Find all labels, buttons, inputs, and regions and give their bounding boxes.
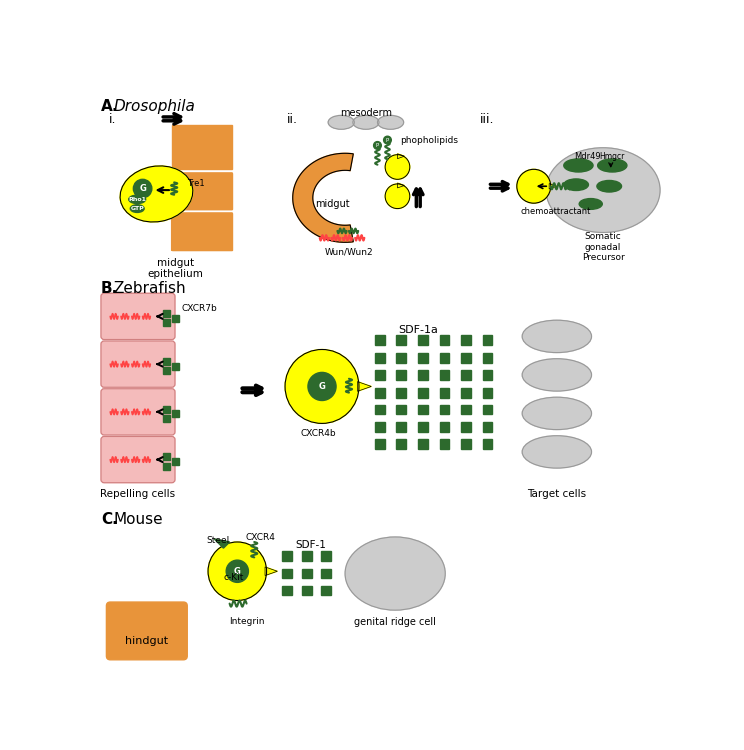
FancyBboxPatch shape bbox=[163, 454, 170, 460]
Text: SDF-1a: SDF-1a bbox=[398, 325, 438, 334]
Text: A.: A. bbox=[101, 99, 118, 114]
Polygon shape bbox=[292, 153, 353, 242]
FancyBboxPatch shape bbox=[172, 213, 232, 250]
FancyBboxPatch shape bbox=[163, 406, 170, 412]
FancyBboxPatch shape bbox=[172, 173, 232, 209]
Text: G: G bbox=[318, 382, 325, 391]
Ellipse shape bbox=[597, 181, 621, 192]
Circle shape bbox=[517, 170, 551, 203]
Polygon shape bbox=[357, 382, 371, 392]
Circle shape bbox=[208, 542, 266, 601]
Ellipse shape bbox=[328, 116, 354, 129]
Ellipse shape bbox=[345, 537, 445, 610]
FancyBboxPatch shape bbox=[163, 368, 170, 374]
Circle shape bbox=[226, 560, 248, 582]
Text: CXCR7b: CXCR7b bbox=[181, 304, 217, 313]
Text: Mouse: Mouse bbox=[113, 512, 163, 527]
Text: Rho1: Rho1 bbox=[128, 196, 147, 202]
Text: SDF-1: SDF-1 bbox=[295, 541, 326, 550]
FancyBboxPatch shape bbox=[172, 124, 232, 170]
Polygon shape bbox=[549, 184, 557, 189]
Circle shape bbox=[385, 154, 410, 179]
Polygon shape bbox=[214, 539, 230, 548]
Text: c-Kit: c-Kit bbox=[223, 573, 243, 582]
Circle shape bbox=[373, 142, 382, 149]
Ellipse shape bbox=[120, 166, 193, 222]
Polygon shape bbox=[397, 183, 405, 188]
Ellipse shape bbox=[522, 398, 591, 430]
FancyBboxPatch shape bbox=[163, 358, 170, 365]
Text: mesoderm: mesoderm bbox=[340, 109, 392, 118]
Ellipse shape bbox=[130, 205, 144, 212]
Text: GTP: GTP bbox=[130, 206, 144, 211]
Circle shape bbox=[308, 373, 336, 400]
Text: hindgut: hindgut bbox=[125, 635, 168, 646]
FancyBboxPatch shape bbox=[163, 463, 170, 470]
FancyBboxPatch shape bbox=[101, 341, 175, 387]
Text: CXCR4b: CXCR4b bbox=[301, 429, 336, 438]
Text: i.: i. bbox=[109, 113, 116, 126]
Text: Mdr49: Mdr49 bbox=[574, 152, 601, 160]
Ellipse shape bbox=[546, 148, 660, 232]
FancyBboxPatch shape bbox=[101, 436, 175, 483]
Text: chemoattractant: chemoattractant bbox=[520, 207, 591, 216]
Text: C.: C. bbox=[101, 512, 118, 527]
Text: CXCR4: CXCR4 bbox=[246, 532, 275, 542]
Text: Steel: Steel bbox=[206, 536, 230, 544]
Ellipse shape bbox=[564, 159, 593, 172]
Ellipse shape bbox=[129, 195, 146, 203]
FancyBboxPatch shape bbox=[172, 410, 179, 417]
Text: G: G bbox=[234, 567, 241, 576]
Ellipse shape bbox=[522, 436, 591, 468]
Text: ii.: ii. bbox=[287, 113, 298, 126]
Text: B.: B. bbox=[101, 281, 118, 296]
Text: Repelling cells: Repelling cells bbox=[100, 489, 175, 499]
Circle shape bbox=[133, 179, 152, 198]
FancyBboxPatch shape bbox=[172, 315, 179, 322]
Text: Integrin: Integrin bbox=[229, 617, 264, 626]
Ellipse shape bbox=[597, 159, 627, 172]
FancyBboxPatch shape bbox=[172, 213, 232, 250]
Circle shape bbox=[285, 350, 359, 424]
Ellipse shape bbox=[522, 358, 591, 391]
Ellipse shape bbox=[579, 199, 603, 209]
FancyBboxPatch shape bbox=[163, 310, 170, 317]
Text: midgut
epithelium: midgut epithelium bbox=[148, 258, 204, 280]
Text: Target cells: Target cells bbox=[527, 489, 586, 499]
FancyBboxPatch shape bbox=[163, 320, 170, 326]
FancyBboxPatch shape bbox=[106, 602, 187, 660]
Polygon shape bbox=[265, 567, 278, 575]
Text: Zebrafish: Zebrafish bbox=[113, 281, 186, 296]
Text: midgut: midgut bbox=[315, 199, 350, 209]
Ellipse shape bbox=[564, 179, 589, 190]
Text: Hmgcr: Hmgcr bbox=[600, 152, 625, 160]
FancyBboxPatch shape bbox=[172, 173, 232, 209]
Ellipse shape bbox=[522, 320, 591, 352]
Text: Tre1: Tre1 bbox=[187, 179, 205, 188]
Text: genital ridge cell: genital ridge cell bbox=[354, 617, 436, 628]
Ellipse shape bbox=[377, 116, 404, 129]
FancyBboxPatch shape bbox=[172, 362, 179, 370]
Text: Wun/Wun2: Wun/Wun2 bbox=[324, 248, 373, 256]
Text: G: G bbox=[139, 184, 146, 193]
FancyBboxPatch shape bbox=[172, 458, 179, 465]
FancyBboxPatch shape bbox=[101, 388, 175, 435]
Text: Somatic
gonadal
Precursor: Somatic gonadal Precursor bbox=[582, 232, 624, 262]
Ellipse shape bbox=[353, 116, 379, 129]
Text: phopholipids: phopholipids bbox=[400, 136, 458, 146]
Circle shape bbox=[385, 184, 410, 209]
FancyBboxPatch shape bbox=[101, 293, 175, 340]
FancyBboxPatch shape bbox=[163, 415, 170, 422]
Text: Drosophila: Drosophila bbox=[113, 99, 195, 114]
Circle shape bbox=[384, 136, 391, 144]
Text: iii.: iii. bbox=[480, 113, 494, 126]
Polygon shape bbox=[397, 154, 405, 159]
Text: P: P bbox=[386, 137, 389, 142]
Text: P: P bbox=[376, 143, 379, 148]
